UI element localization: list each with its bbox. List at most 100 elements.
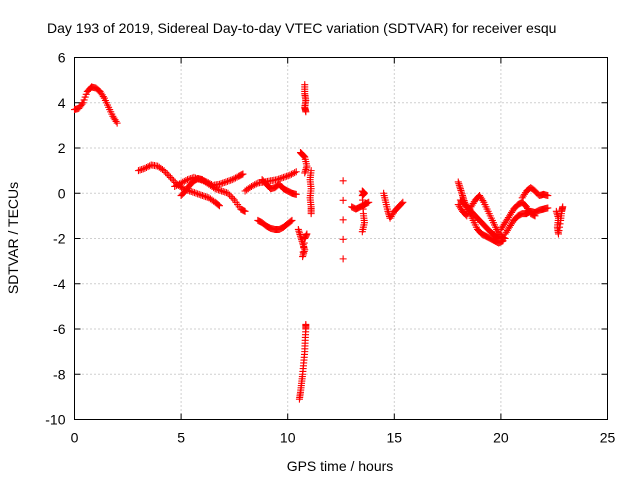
data-point	[182, 177, 190, 185]
data-segment-s6	[258, 176, 300, 198]
data-point	[251, 181, 259, 189]
data-point	[302, 108, 310, 116]
data-point	[398, 199, 406, 207]
data-point	[202, 193, 210, 201]
data-point	[197, 191, 205, 199]
data-point	[172, 182, 180, 190]
data-point	[214, 201, 222, 209]
data-point	[289, 169, 297, 177]
data-point	[192, 189, 200, 197]
data-point	[171, 182, 179, 190]
data-point	[252, 180, 260, 188]
data-point	[136, 166, 144, 174]
x-tick-label: 0	[71, 430, 79, 446]
data-point	[399, 198, 407, 206]
data-point	[291, 169, 299, 177]
data-point	[240, 207, 248, 215]
data-point	[99, 93, 107, 101]
data-point	[218, 187, 226, 195]
data-point	[292, 190, 300, 198]
y-tick-label: 2	[58, 140, 66, 156]
data-point	[339, 177, 347, 185]
data-point	[225, 177, 233, 185]
data-point	[165, 172, 173, 180]
data-segment-s22	[518, 184, 552, 202]
data-point	[273, 176, 281, 184]
data-point	[180, 177, 188, 185]
data-point	[187, 188, 195, 196]
data-segment-s10	[301, 81, 310, 116]
data-point	[231, 174, 239, 182]
data-segment-s12	[306, 167, 315, 218]
data-segment-s21	[497, 198, 539, 233]
data-segment-s15	[358, 187, 368, 236]
data-point	[168, 175, 176, 183]
data-point	[134, 167, 142, 175]
data-point	[162, 168, 170, 176]
x-tick-label: 15	[387, 430, 403, 446]
y-tick-label: -8	[53, 366, 66, 382]
data-point	[144, 163, 152, 171]
data-point	[544, 204, 552, 212]
data-point	[339, 255, 347, 263]
data-point	[215, 180, 223, 188]
data-markers	[71, 81, 567, 403]
data-point	[139, 165, 147, 173]
data-point	[189, 188, 197, 196]
data-point	[239, 170, 247, 178]
data-point	[138, 165, 146, 173]
x-tick-label: 10	[280, 430, 296, 446]
data-point	[113, 119, 121, 127]
x-tick-label: 20	[493, 430, 509, 446]
data-point	[230, 175, 238, 183]
x-axis-label: GPS time / hours	[287, 458, 394, 474]
data-point	[185, 175, 193, 183]
data-point	[228, 176, 236, 184]
y-tick-label: -4	[53, 276, 66, 292]
grid-lines	[74, 57, 608, 420]
data-point	[190, 189, 198, 197]
data-point	[531, 212, 539, 220]
data-point	[170, 177, 178, 185]
data-point	[194, 190, 202, 198]
data-point	[238, 171, 246, 179]
data-point	[365, 198, 373, 206]
data-point	[219, 188, 227, 196]
data-point	[203, 193, 211, 201]
data-segment-s14	[348, 198, 373, 213]
data-point	[219, 179, 227, 187]
data-point	[227, 176, 235, 184]
data-point	[216, 186, 224, 194]
data-segment-s16	[380, 189, 407, 222]
y-tick-label: -2	[53, 231, 66, 247]
data-point	[142, 164, 150, 172]
data-point	[499, 237, 507, 245]
data-point	[160, 167, 168, 175]
data-point	[339, 216, 347, 224]
y-tick-labels: -10 -8 -6 -4 -2 0 2 4 6	[45, 50, 65, 428]
data-point	[224, 189, 232, 197]
data-point	[286, 171, 294, 179]
data-point	[303, 230, 311, 238]
data-point	[278, 174, 286, 182]
data-point	[287, 170, 295, 178]
chart-title: Day 193 of 2019, Sidereal Day-to-day VTE…	[47, 20, 556, 36]
axis-ticks	[74, 57, 608, 420]
data-point	[279, 173, 287, 181]
data-point	[530, 211, 538, 219]
y-axis-label: SDTVAR / TECUs	[5, 182, 21, 294]
data-segment-s8	[294, 225, 311, 261]
y-tick-label: 6	[58, 50, 66, 66]
data-point	[559, 203, 567, 211]
data-point	[301, 169, 309, 177]
data-point	[214, 186, 222, 194]
data-point	[302, 320, 310, 328]
data-point	[183, 176, 191, 184]
y-tick-label: 0	[58, 185, 66, 201]
data-point	[222, 178, 230, 186]
data-segment-s1	[71, 83, 121, 127]
data-point	[174, 181, 182, 189]
data-point	[307, 210, 315, 218]
data-point	[217, 180, 225, 188]
